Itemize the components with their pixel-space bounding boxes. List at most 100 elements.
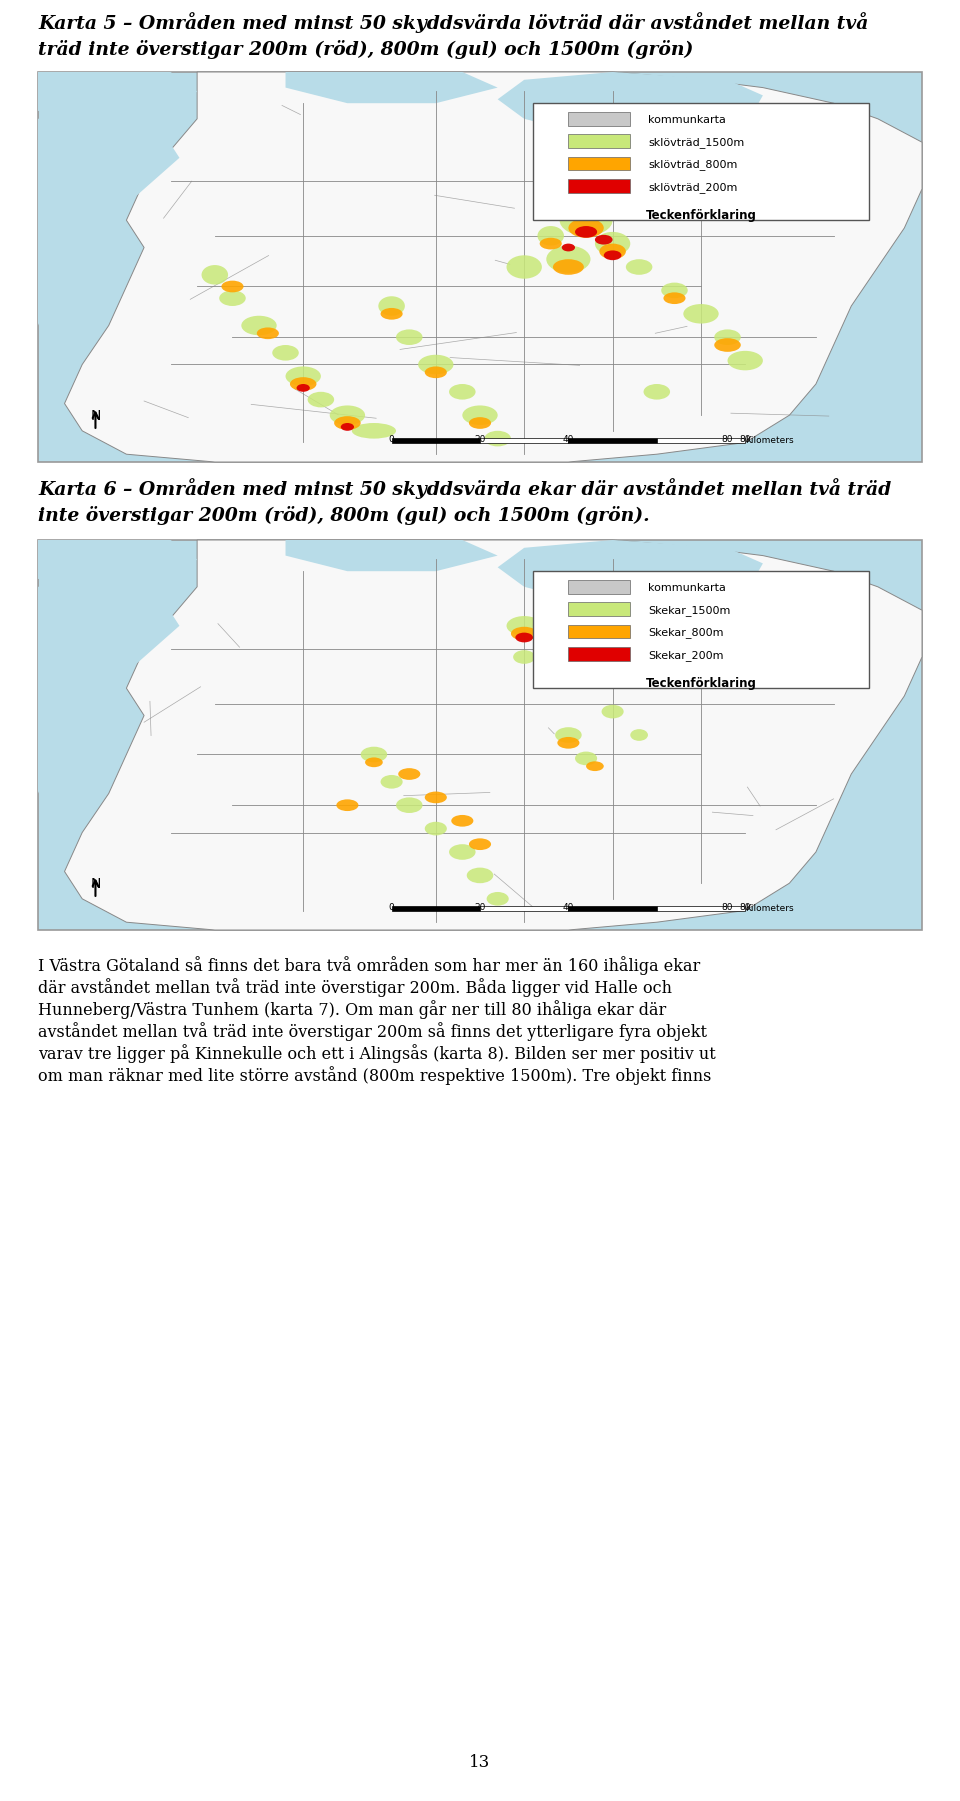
Text: Skekar_800m: Skekar_800m [648, 627, 724, 638]
Ellipse shape [553, 259, 584, 276]
Text: 0: 0 [389, 902, 395, 911]
Bar [533, 103, 869, 220]
Ellipse shape [485, 430, 511, 447]
Ellipse shape [468, 418, 492, 429]
Ellipse shape [380, 774, 402, 789]
Text: 40: 40 [563, 436, 574, 445]
Ellipse shape [628, 634, 650, 648]
Ellipse shape [568, 218, 604, 238]
Ellipse shape [256, 328, 279, 339]
Text: kommunkarta: kommunkarta [648, 584, 726, 593]
Text: Kilometers: Kilometers [745, 436, 794, 445]
Ellipse shape [507, 616, 541, 636]
Bar [38, 72, 922, 463]
Ellipse shape [663, 292, 685, 304]
Ellipse shape [643, 384, 670, 400]
Ellipse shape [540, 238, 562, 250]
Bar [568, 580, 631, 594]
Ellipse shape [631, 729, 648, 740]
Ellipse shape [661, 283, 687, 299]
Ellipse shape [516, 632, 533, 643]
Text: 40: 40 [563, 902, 574, 911]
Ellipse shape [378, 295, 405, 315]
Ellipse shape [424, 821, 446, 836]
Text: Kilometers: Kilometers [745, 904, 794, 913]
Bar [533, 571, 869, 688]
Ellipse shape [538, 641, 564, 657]
Ellipse shape [575, 227, 597, 238]
Ellipse shape [449, 384, 475, 400]
Ellipse shape [602, 704, 624, 719]
Ellipse shape [562, 243, 575, 252]
Text: Karta 6 – Områden med minst 50 skyddsvärda ekar där avståndet mellan två träd: Karta 6 – Områden med minst 50 skyddsvär… [38, 477, 891, 499]
Ellipse shape [467, 868, 493, 882]
Ellipse shape [684, 304, 719, 324]
Bar [568, 180, 631, 193]
Polygon shape [285, 72, 497, 103]
Ellipse shape [424, 366, 446, 378]
Ellipse shape [507, 256, 541, 279]
Text: Teckenförklaring: Teckenförklaring [645, 209, 756, 222]
Ellipse shape [626, 259, 653, 276]
Bar [568, 157, 631, 171]
Ellipse shape [341, 423, 354, 430]
Text: I Västra Götaland så finns det bara två områden som har mer än 160 ihåliga ekar: I Västra Götaland så finns det bara två … [38, 956, 700, 974]
Ellipse shape [560, 205, 612, 236]
Polygon shape [38, 112, 180, 326]
Polygon shape [285, 540, 497, 571]
Ellipse shape [555, 728, 582, 742]
Text: sklövträd_200m: sklövträd_200m [648, 182, 737, 193]
Ellipse shape [396, 330, 422, 346]
Ellipse shape [538, 227, 564, 245]
Text: 80: 80 [739, 436, 751, 445]
Ellipse shape [602, 620, 624, 632]
Text: 80: 80 [722, 436, 733, 445]
Ellipse shape [595, 232, 631, 256]
Text: 0: 0 [389, 436, 395, 445]
Bar [568, 625, 631, 639]
Ellipse shape [463, 405, 497, 425]
Text: 13: 13 [469, 1754, 491, 1770]
Ellipse shape [544, 657, 558, 665]
Bar [392, 438, 480, 443]
Polygon shape [64, 540, 922, 929]
Ellipse shape [540, 652, 562, 663]
Bar [480, 906, 568, 911]
Polygon shape [38, 578, 180, 794]
Bar [480, 438, 568, 443]
Ellipse shape [361, 747, 387, 762]
Ellipse shape [599, 611, 626, 625]
Ellipse shape [336, 800, 358, 810]
Ellipse shape [202, 265, 228, 285]
Bar [568, 906, 657, 911]
Ellipse shape [599, 243, 626, 259]
Text: N: N [90, 877, 101, 891]
Ellipse shape [728, 351, 763, 371]
Ellipse shape [273, 346, 299, 360]
Polygon shape [568, 594, 701, 641]
Text: där avståndet mellan två träd inte överstigar 200m. Båda ligger vid Halle och: där avståndet mellan två träd inte övers… [38, 978, 672, 998]
Ellipse shape [424, 792, 446, 803]
Ellipse shape [468, 837, 492, 850]
Ellipse shape [398, 769, 420, 780]
Ellipse shape [307, 393, 334, 407]
Text: N: N [90, 409, 101, 423]
Text: om man räknar med lite större avstånd (800m respektive 1500m). Tre objekt finns: om man räknar med lite större avstånd (8… [38, 1066, 711, 1084]
Ellipse shape [419, 355, 453, 375]
Polygon shape [64, 72, 922, 463]
Text: Karta 5 – Områden med minst 50 skyddsvärda lövträd där avståndet mellan två: Karta 5 – Områden med minst 50 skyddsvär… [38, 13, 869, 32]
Text: Hunneberg/Västra Tunhem (karta 7). Om man går ner till 80 ihåliga ekar där: Hunneberg/Västra Tunhem (karta 7). Om ma… [38, 1000, 666, 1019]
Ellipse shape [514, 650, 536, 665]
Bar [568, 112, 631, 126]
Bar [568, 647, 631, 661]
Text: sklövträd_800m: sklövträd_800m [648, 158, 737, 169]
Polygon shape [497, 72, 763, 142]
Ellipse shape [558, 737, 580, 749]
Text: Teckenförklaring: Teckenförklaring [645, 677, 756, 690]
Text: Skekar_200m: Skekar_200m [648, 650, 724, 661]
Text: kommunkarta: kommunkarta [648, 115, 726, 124]
Ellipse shape [285, 366, 321, 385]
Bar [568, 602, 631, 616]
Polygon shape [497, 540, 763, 611]
Ellipse shape [351, 423, 396, 439]
